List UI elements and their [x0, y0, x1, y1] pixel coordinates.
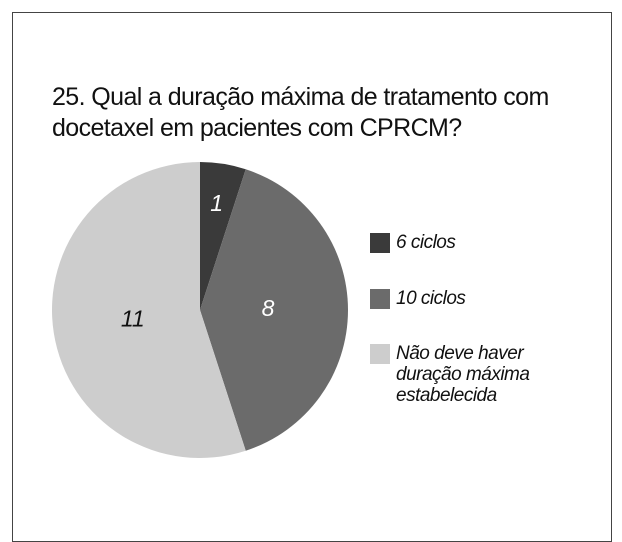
- chart-title: 25. Qual a duração máxima de tratamento …: [52, 83, 549, 142]
- data-label: 1: [210, 190, 223, 216]
- data-label: 8: [262, 295, 275, 321]
- pie-slice: [52, 162, 246, 459]
- legend-label: 6 ciclos: [396, 232, 456, 253]
- pie-slice: [200, 162, 246, 310]
- legend-item: Não deve haver duração máxima estabeleci…: [370, 343, 571, 406]
- pie-slice: [200, 169, 348, 451]
- legend-swatch: [370, 344, 390, 364]
- legend-label: 10 ciclos: [396, 288, 466, 309]
- legend-swatch: [370, 233, 390, 253]
- legend-item: 6 ciclos: [370, 232, 571, 253]
- legend-item: 10 ciclos: [370, 288, 571, 309]
- legend-label: Não deve haver duração máxima estabeleci…: [396, 343, 530, 406]
- data-label: 11: [121, 306, 145, 332]
- page: {"chart_data": {"type": "pie", "title": …: [12, 12, 612, 542]
- legend-swatch: [370, 289, 390, 309]
